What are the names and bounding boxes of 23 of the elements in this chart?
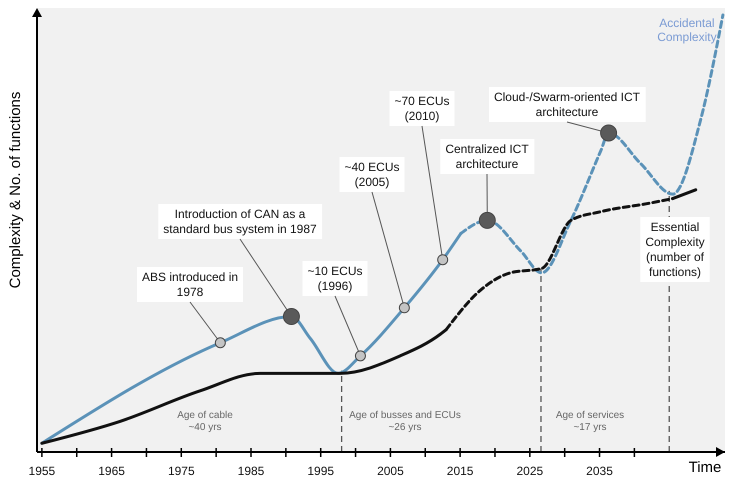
annotation: Age of services ~17 yrs	[556, 410, 624, 433]
x-tick-label: 1965	[98, 464, 126, 478]
annotation: Cloud-/Swarm-oriented ICT architecture	[494, 90, 641, 119]
annotation: ~70 ECUs (2010)	[394, 94, 450, 123]
series-label: Accidental Complexity	[657, 16, 717, 44]
annotation: Essential Complexity (number of functions)	[645, 220, 705, 279]
x-tick-label: 1975	[168, 464, 195, 478]
annotation: ABS introduced in 1978	[142, 270, 238, 299]
x-tick-label: 1985	[238, 464, 265, 478]
x-tick-label: 2035	[586, 464, 614, 478]
annotation: Introduction of CAN as a standard bus system in 1987	[163, 207, 318, 236]
x-tick-label: 1995	[307, 464, 334, 478]
annotation: Centralized ICT architecture	[445, 142, 530, 171]
annotation: Age of busses and ECUs ~26 yrs	[349, 410, 461, 433]
annotation: ~10 ECUs (1996)	[307, 264, 363, 293]
x-tick-label: 2005	[377, 464, 404, 478]
y-axis-title: Complexity & No. of functions	[7, 92, 24, 288]
x-axis-title: Time	[688, 459, 722, 476]
x-tick-label: 2025	[516, 464, 544, 478]
x-tick-label: 1955	[28, 464, 56, 478]
annotation: Age of cable ~40 yrs	[177, 410, 234, 433]
annotation: ~40 ECUs (2005)	[344, 160, 400, 189]
x-tick-label: 2015	[446, 464, 474, 478]
